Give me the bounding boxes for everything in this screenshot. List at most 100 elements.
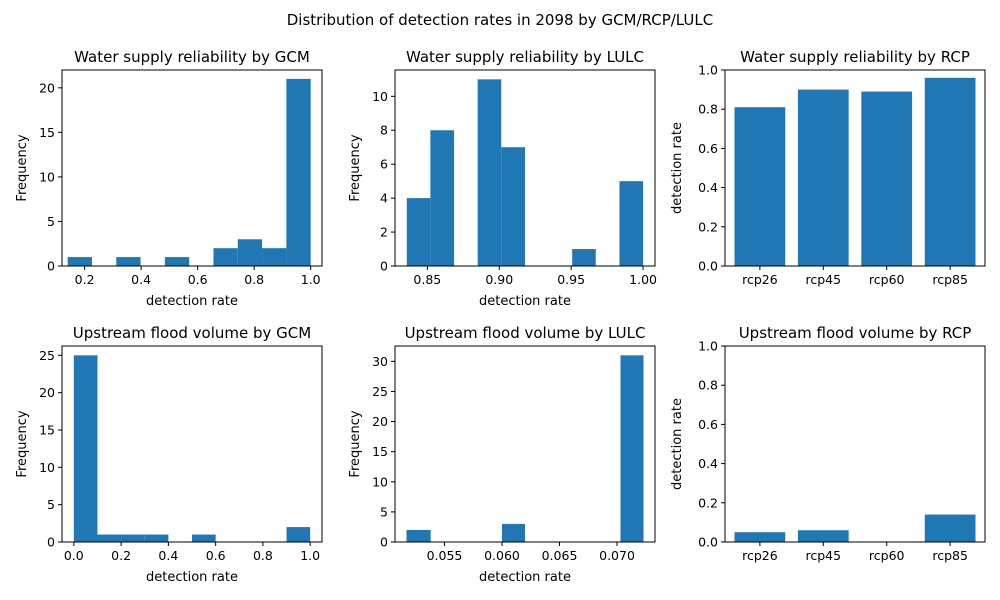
y-tick-label: 0.6 [698,141,718,156]
y-tick-label: 25 [39,348,55,363]
x-tick-label: rcp45 [806,272,842,287]
histogram-bar [406,198,431,266]
y-tick-label: 0.8 [698,378,718,393]
x-tick-label: rcp85 [932,272,968,287]
y-tick-label: 0 [380,259,388,274]
chart-title: Upstream flood volume by RCP [739,324,972,342]
chart-title: Upstream flood volume by GCM [73,324,311,342]
y-tick-label: 20 [39,385,55,400]
y-axis-label: detection rate [670,398,685,490]
x-axis-label: detection rate [479,570,571,585]
y-tick-label: 15 [39,423,55,438]
chart-ws-rcp: Water supply reliability by RCP rcp26 rcp4… [670,48,986,287]
bar-rcp45 [797,89,849,266]
axes-frame [724,345,986,543]
histogram-bar [67,257,92,266]
y-tick-label: 0.6 [698,417,718,432]
bar-rcp45 [797,530,849,542]
y-tick-label: 0.4 [698,456,718,471]
histogram-bar [97,534,122,542]
histogram-bar [192,534,216,542]
histogram-bar [620,355,644,542]
y-tick-label: 8 [380,123,388,138]
figure-title: Distribution of detection rates in 2098 … [287,11,713,29]
x-tick-label: 0.2 [111,548,131,563]
x-tick-label: rcp85 [932,548,968,563]
x-tick-label: 1.0 [300,548,320,563]
x-tick-label: 0.6 [206,548,226,563]
axes-frame [61,345,323,543]
y-tick-label: 10 [39,169,55,184]
y-tick-label: 1.0 [698,63,718,78]
x-axis-label: detection rate [479,294,571,309]
y-axis-label: detection rate [670,122,685,214]
y-tick-label: 20 [372,414,388,429]
histogram-bar [501,523,525,542]
histogram-bar [501,147,525,266]
x-tick-label: 1.00 [629,272,657,287]
x-tick-label: 0.070 [599,548,635,563]
bar-rcp26 [734,532,786,542]
chart-ws-gcm: Water supply reliability by GCM 0.2 0.4 0.6… [15,48,323,309]
y-tick-label: 0.8 [698,102,718,117]
y-tick-label: 0.0 [698,259,718,274]
y-tick-label: 15 [372,444,388,459]
histogram-bar [286,78,311,266]
y-tick-label: 10 [372,474,388,489]
x-tick-label: 1.0 [301,272,321,287]
x-tick-label: 0.95 [557,272,585,287]
x-tick-label: 0.85 [413,272,441,287]
axes-frame [394,345,656,543]
y-tick-label: 0.0 [698,535,718,550]
y-tick-label: 5 [380,504,388,519]
bar-rcp85 [924,514,976,542]
histogram-bar [213,248,238,266]
bar-rcp60 [861,91,913,266]
y-tick-label: 10 [372,89,388,104]
y-tick-label: 10 [39,460,55,475]
y-tick-label: 25 [372,384,388,399]
x-tick-label: rcp26 [742,548,778,563]
histogram-bar [144,534,169,542]
histogram-bar [121,534,145,542]
x-tick-label: 0.0 [64,548,84,563]
y-tick-label: 1.0 [698,339,718,354]
x-axis-label: detection rate [146,294,238,309]
chart-ws-lulc: Water supply reliability by LULC 0.85 0.90… [348,48,657,309]
y-tick-label: 0 [380,535,388,550]
y-tick-label: 2 [380,225,388,240]
y-axis-label: Frequency [15,410,30,477]
histogram-bar [262,248,287,266]
histogram-bar [430,130,455,266]
y-axis-label: Frequency [15,134,30,201]
x-tick-label: 0.055 [427,548,463,563]
chart-title: Water supply reliability by LULC [406,48,644,66]
x-tick-label: rcp60 [869,272,905,287]
histogram-bar [164,257,190,266]
x-tick-label: 0.90 [485,272,513,287]
y-tick-label: 15 [39,125,55,140]
x-tick-label: 0.6 [188,272,208,287]
chart-title: Water supply reliability by GCM [74,48,310,66]
x-tick-label: 0.8 [244,272,264,287]
axes-frame [724,69,986,267]
y-tick-label: 0 [47,535,55,550]
x-tick-label: 0.060 [484,548,520,563]
y-tick-label: 5 [47,497,55,512]
chart-panels: Water supply reliability by GCM 0.2 0.4 0.6… [15,48,986,585]
chart-uf-lulc: Upstream flood volume by LULC 0.055 0.060 0… [348,324,656,585]
histogram-bar [237,239,263,266]
y-tick-label: 0.4 [698,180,718,195]
x-tick-label: rcp26 [742,272,778,287]
y-axis-label: Frequency [348,134,363,201]
y-tick-label: 0.2 [698,495,718,510]
chart-uf-gcm: Upstream flood volume by GCM 0.0 0.2 0.4 0.6… [15,324,323,585]
histogram-bar [619,181,644,266]
chart-title: Water supply reliability by RCP [740,48,970,66]
histogram-bar [73,355,98,542]
y-tick-label: 6 [380,157,388,172]
x-tick-label: 0.065 [542,548,578,563]
x-tick-label: rcp60 [869,548,905,563]
histogram-bar [286,527,311,542]
